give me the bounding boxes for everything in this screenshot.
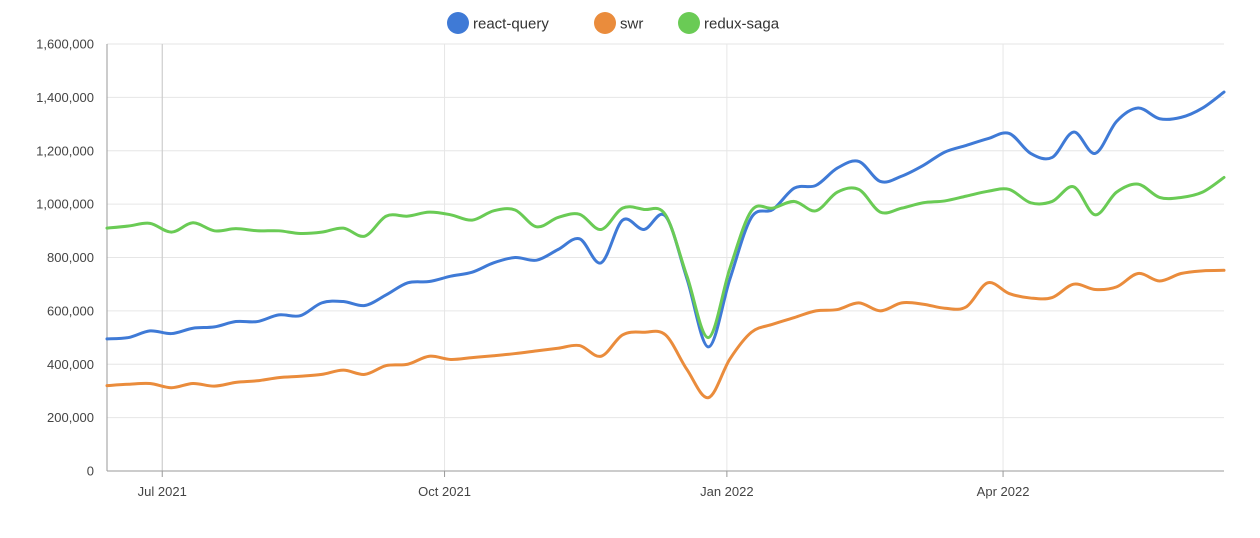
legend-swatch xyxy=(678,12,700,34)
legend-label: redux-saga xyxy=(704,16,780,33)
x-tick-label: Oct 2021 xyxy=(418,484,471,499)
y-tick-label: 200,000 xyxy=(47,410,94,425)
x-tick-label: Jul 2021 xyxy=(138,484,187,499)
y-tick-label: 800,000 xyxy=(47,250,94,265)
legend-label: react-query xyxy=(473,16,549,33)
legend-swatch xyxy=(447,12,469,34)
y-tick-label: 600,000 xyxy=(47,303,94,318)
x-tick-label: Apr 2022 xyxy=(977,484,1030,499)
y-tick-label: 400,000 xyxy=(47,357,94,372)
legend-item-redux-saga[interactable]: redux-saga xyxy=(678,12,780,34)
chart-legend[interactable]: react-query swr redux-saga xyxy=(447,12,780,34)
x-tick-label: Jan 2022 xyxy=(700,484,754,499)
series-line-react-query xyxy=(105,90,1226,349)
series-line-redux-saga xyxy=(105,175,1226,340)
y-tick-label: 1,400,000 xyxy=(36,90,94,105)
legend-label: swr xyxy=(620,16,643,33)
legend-item-swr[interactable]: swr xyxy=(594,12,643,34)
chart-axes: 0 200,000 400,000 600,000 800,000 1,000,000 1,… xyxy=(36,37,1224,499)
y-tick-label: 1,600,000 xyxy=(36,37,94,52)
y-tick-label: 0 xyxy=(87,464,94,479)
chart-grid xyxy=(107,43,1224,472)
series-line-swr xyxy=(105,268,1226,400)
legend-item-react-query[interactable]: react-query xyxy=(447,12,549,34)
y-tick-label: 1,200,000 xyxy=(36,143,94,158)
legend-swatch xyxy=(594,12,616,34)
y-tick-label: 1,000,000 xyxy=(36,197,94,212)
chart-series xyxy=(105,90,1226,400)
